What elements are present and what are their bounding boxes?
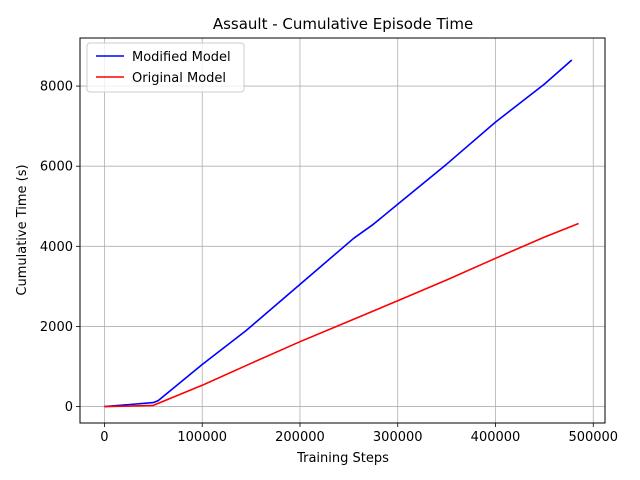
series-line-original-model	[104, 222, 579, 408]
legend: Modified Model Original Model	[86, 42, 245, 93]
x-tick-label: 200000	[275, 430, 325, 445]
legend-box	[86, 42, 245, 93]
ticks: 0 100000 200000 300000 400000 500000 0 2000 4000…	[40, 80, 618, 445]
y-tick-label: 2000	[40, 320, 73, 335]
y-axis-label: Cumulative Time (s)	[15, 164, 30, 295]
series-group	[104, 59, 579, 408]
x-tick-label: 300000	[373, 430, 423, 445]
x-tick-label: 0	[100, 430, 108, 445]
series-line-modified-model	[104, 59, 573, 408]
x-tick-label: 400000	[471, 430, 521, 445]
x-tick-label: 100000	[177, 430, 227, 445]
legend-label-modified-model: Modified Model	[132, 50, 231, 65]
plot-frame	[79, 37, 606, 424]
grid	[80, 38, 605, 423]
y-tick-label: 6000	[40, 160, 73, 175]
x-tick-label: 500000	[568, 430, 618, 445]
legend-label-original-model: Original Model	[132, 71, 226, 86]
chart-title: Assault - Cumulative Episode Time	[213, 15, 473, 33]
y-tick-label: 8000	[40, 80, 73, 95]
y-tick-label: 4000	[40, 240, 73, 255]
y-tick-label: 0	[65, 400, 73, 415]
x-axis-label: Training Steps	[296, 451, 389, 466]
